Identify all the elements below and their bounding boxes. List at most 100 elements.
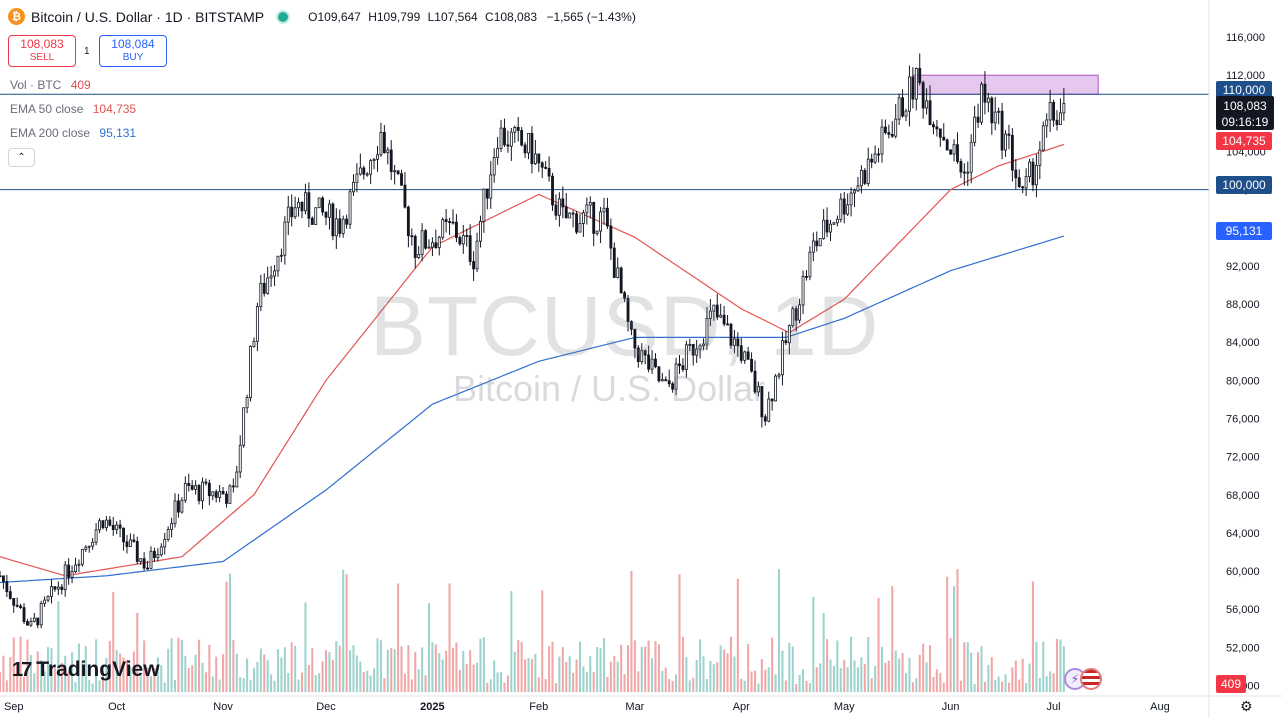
volume-bar [479,638,482,692]
symbol-title[interactable]: Bitcoin / U.S. Dollar · 1D · BITSTAMP [31,8,265,25]
volume-value: 409 [70,78,91,92]
volume-bar [352,645,355,692]
candle-body [461,235,465,245]
volume-bar [843,659,846,692]
volume-bar [252,668,255,692]
volume-bar [709,660,712,692]
candle-body [770,398,774,402]
candle-body [328,203,331,218]
sell-label: SELL [29,52,55,63]
candle-body [609,225,613,249]
buy-button[interactable]: 108,084 BUY [99,35,167,67]
chart-header: ₿ Bitcoin / U.S. Dollar · 1D · BITSTAMP … [8,8,636,25]
volume-bar [300,672,304,692]
volume-bar [276,649,280,692]
candle-body [1000,110,1004,151]
watermark-symbol: BTCUSD, 1D [370,279,880,373]
volume-bar [95,639,98,692]
volume-bar [122,657,125,692]
candle-body [581,212,585,224]
volume-bar [500,672,503,692]
candle-body [276,255,280,272]
volume-bar [990,657,993,692]
legend-volume[interactable]: Vol · BTC 409 [10,78,91,92]
candle-body [355,173,359,183]
volume-bar [836,640,839,692]
volume-bar [760,659,763,692]
candle-body [317,197,321,209]
level-110000-tag: 110,000 [1216,81,1272,99]
candle-body [235,471,239,488]
volume-bar [860,657,863,692]
candle-body [1004,133,1007,151]
chevron-up-icon[interactable]: ⌃ [8,148,35,167]
buy-label: BUY [122,52,144,63]
volume-bar [235,653,238,692]
volume-bar [880,646,884,692]
volume-bar [692,677,695,692]
candle-body [859,170,863,187]
volume-bar [668,678,671,692]
volume-bar [1049,671,1052,692]
candle-body [201,481,204,502]
candle-body [911,76,915,100]
volume-bar [887,660,890,692]
volume-bar [156,657,159,692]
volume-bar [132,651,135,692]
candle-body [455,221,458,238]
volume-bar [554,683,557,692]
candle-body [537,153,541,164]
volume-bar [304,602,307,692]
volume-bar [1014,660,1017,692]
volume-bar [870,678,873,692]
tradingview-mark-icon: 17 [12,658,32,681]
volume-bar [853,660,856,692]
candle-body [290,206,294,218]
event-markers[interactable]: ⚡ [1064,668,1102,690]
candle-body [489,174,493,199]
candle-body [990,97,994,124]
x-tick-label: May [834,701,855,713]
volume-bar [733,656,736,692]
volume-bar [0,672,2,692]
volume-bar [949,638,952,692]
volume-bar [1011,667,1014,692]
volume-bar [589,656,592,692]
candle-body [592,201,596,234]
candle-body [681,365,685,370]
volume-bar [599,648,602,692]
volume-bar [139,675,142,692]
level-100000-tag: 100,000 [1216,176,1272,194]
volume-bar [355,655,358,692]
ema50-path [0,143,1065,577]
gear-icon[interactable]: ⚙ [1240,698,1253,714]
candle-body [496,148,500,158]
volume-bar [222,654,225,692]
volume-bar [64,655,67,692]
tradingview-logo[interactable]: 17 TradingView [12,658,160,682]
volume-bar [901,653,904,692]
us-flag-icon[interactable] [1080,668,1102,690]
candle-body [74,564,77,572]
candle-body [22,607,26,622]
candle-body [767,398,771,422]
volume-bar [757,683,760,692]
candle-body [853,190,856,194]
volume-bar [376,638,379,692]
volume-bar [987,664,990,692]
candle-body [135,541,139,562]
candle-body [122,527,125,543]
volume-bar [959,680,962,692]
candle-body [530,132,534,165]
candle-body [190,485,194,490]
candle-body [32,617,36,622]
sell-button[interactable]: 108,083 SELL [8,35,76,67]
candle-body [1041,125,1045,151]
legend-ema200[interactable]: EMA 200 close 95,131 [10,126,136,140]
legend-ema50[interactable]: EMA 50 close 104,735 [10,102,136,116]
candle-body [890,133,894,137]
candle-body [575,213,578,233]
candle-body [839,198,843,220]
candle-body [805,275,808,278]
